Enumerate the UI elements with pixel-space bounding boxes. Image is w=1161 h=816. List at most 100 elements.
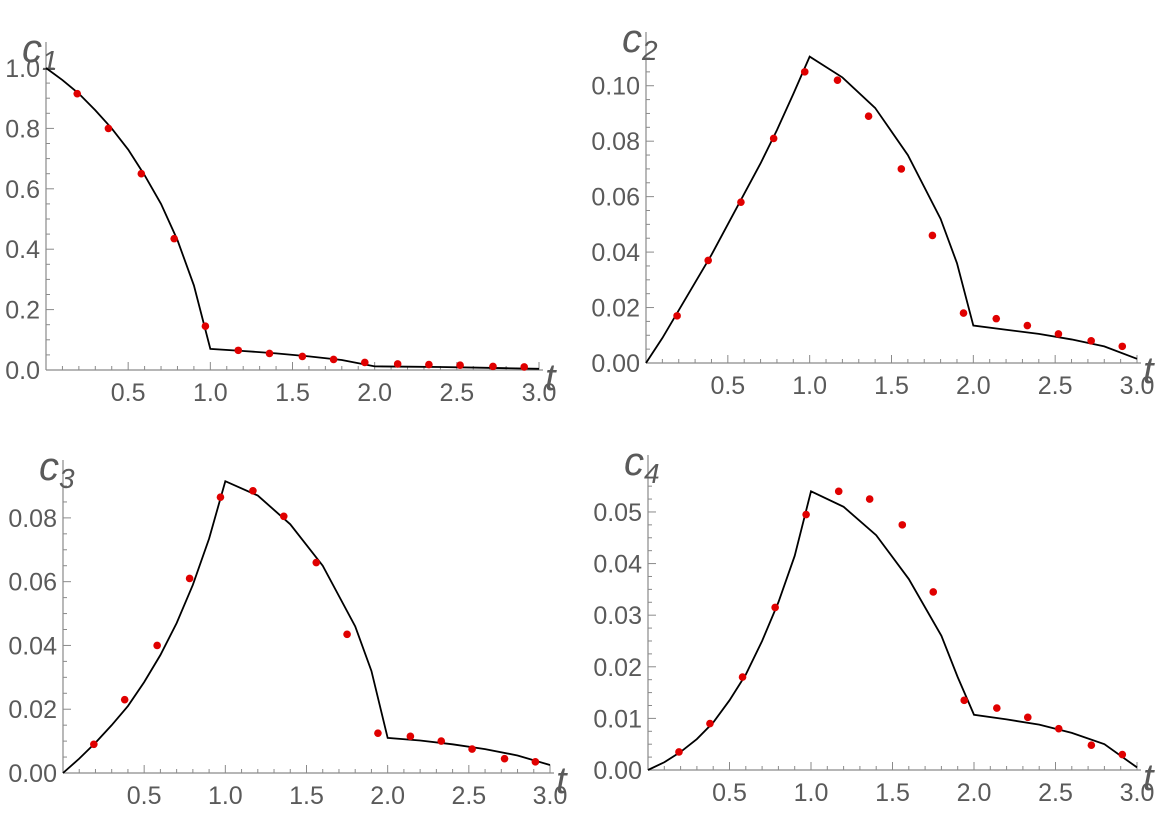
x-axis-title: t: [1143, 757, 1155, 799]
y-tick-label: 0.04: [591, 239, 640, 267]
y-axis-title: c2: [622, 17, 658, 66]
data-point: [489, 362, 497, 371]
data-point: [865, 495, 874, 503]
data-point: [928, 231, 937, 240]
data-point: [104, 124, 113, 133]
x-tick-label: 3.0: [1120, 779, 1155, 807]
data-point: [468, 745, 476, 753]
x-tick-label: 1.0: [208, 782, 243, 810]
y-tick-label: 0.03: [593, 602, 642, 630]
data-point: [1118, 750, 1127, 759]
data-point: [898, 521, 907, 529]
data-point: [393, 360, 402, 368]
data-point: [170, 234, 178, 243]
y-tick-label: 0.02: [593, 654, 642, 682]
data-point: [704, 256, 712, 265]
y-tick-label: 0.0: [5, 357, 40, 385]
data-point: [374, 729, 382, 737]
data-point: [137, 169, 146, 178]
data-point: [834, 487, 843, 496]
y-tick-label: 0.05: [593, 499, 642, 527]
x-tick-label: 2.5: [451, 782, 486, 810]
y-tick-label: 0.04: [8, 632, 57, 660]
data-point: [249, 486, 257, 495]
data-point: [706, 719, 714, 728]
x-axis-title: t: [545, 357, 557, 399]
x-tick-label: 1.0: [792, 372, 827, 400]
x-tick-label: 1.0: [794, 779, 829, 807]
data-point: [500, 754, 509, 763]
x-tick-label: 3.0: [522, 379, 557, 407]
x-tick-label: 1.5: [875, 779, 910, 807]
data-point: [1087, 741, 1096, 750]
y-tick-label: 0.01: [593, 705, 642, 733]
chart-panel-2: 0.5 1.0 1.5 2.0 2.5 3.0 0.00 0.02 0.04 0.06 0.08 0.…: [591, 17, 1155, 400]
data-point: [343, 630, 351, 639]
y-tick-label: 0.08: [591, 128, 640, 156]
data-point: [897, 165, 906, 173]
x-tick-label: 3.0: [1120, 372, 1155, 400]
x-tick-label: 1.5: [874, 372, 909, 400]
x-tick-label: 0.5: [127, 782, 162, 810]
data-point: [456, 361, 464, 369]
x-tick-label: 0.5: [111, 379, 146, 407]
data-point: [216, 493, 225, 501]
x-tick-label: 2.5: [1038, 779, 1073, 807]
x-tick-label: 0.5: [710, 372, 745, 400]
model-curve: [45, 67, 540, 370]
data-point: [298, 352, 307, 361]
data-point: [959, 309, 968, 317]
y-tick-label: 0.08: [8, 505, 57, 533]
model-curve: [647, 490, 1138, 771]
x-tick-label: 3.0: [533, 782, 568, 810]
x-tick-label: 1.0: [193, 379, 228, 407]
y-tick-label: 0.6: [5, 176, 40, 204]
y-tick-label: 0.06: [8, 569, 57, 597]
chart-panel-3: 0.5 1.0 1.5 2.0 2.5 3.0 0.00 0.02 0.04 0.06 0.08 c3…: [8, 445, 568, 810]
data-point: [1023, 321, 1032, 330]
data-point: [265, 349, 274, 358]
y-axis-title: c1: [22, 27, 58, 76]
x-tick-label: 1.5: [275, 379, 310, 407]
y-tick-label: 0.2: [5, 297, 40, 325]
model-curve: [645, 55, 1138, 364]
x-tick-label: 0.5: [712, 779, 747, 807]
data-point: [520, 363, 529, 371]
x-tick-label: 1.5: [289, 782, 324, 810]
data-point: [361, 358, 369, 367]
chart-panel-4: 0.5 1.0 1.5 2.0 2.5 3.0 0.00 0.01 0.02 0.03 0.04 0.…: [593, 440, 1155, 807]
data-point: [864, 112, 873, 121]
y-tick-label: 0.02: [8, 696, 57, 724]
y-axis-title: c4: [624, 440, 660, 489]
data-point: [992, 314, 1001, 323]
data-point: [1087, 337, 1095, 345]
x-tick-label: 2.5: [439, 379, 474, 407]
x-axis-title: t: [1143, 350, 1155, 392]
data-point: [800, 68, 809, 76]
y-tick-label: 0.00: [593, 757, 642, 785]
y-tick-label: 0.06: [591, 184, 640, 212]
data-point: [279, 512, 288, 521]
y-tick-label: 0.04: [593, 551, 642, 579]
y-tick-label: 0.00: [8, 760, 57, 788]
data-point: [437, 737, 446, 745]
data-point: [329, 355, 338, 364]
data-point: [960, 696, 969, 705]
x-tick-label: 2.0: [956, 372, 991, 400]
x-tick-label: 2.0: [357, 379, 392, 407]
data-point: [201, 322, 210, 331]
data-point: [802, 510, 810, 519]
model-curve: [62, 479, 551, 774]
data-point: [929, 588, 938, 596]
y-tick-label: 0.02: [591, 295, 640, 323]
data-point: [425, 360, 433, 369]
data-point: [1023, 713, 1032, 722]
data-point: [185, 574, 194, 583]
y-tick-label: 0.10: [591, 73, 640, 101]
data-point: [1118, 342, 1127, 351]
data-point: [234, 346, 243, 355]
data-point: [1054, 724, 1063, 733]
x-axis-title: t: [556, 760, 568, 802]
data-point: [153, 641, 161, 650]
x-tick-label: 2.0: [957, 779, 992, 807]
